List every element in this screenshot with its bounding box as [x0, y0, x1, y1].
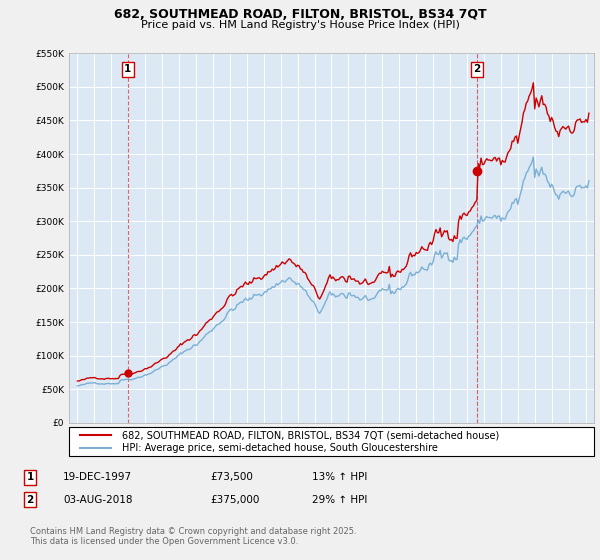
Text: 2: 2 [26, 494, 34, 505]
Text: 1: 1 [26, 472, 34, 482]
Text: 2: 2 [473, 64, 481, 74]
Text: 03-AUG-2018: 03-AUG-2018 [63, 494, 133, 505]
Text: 13% ↑ HPI: 13% ↑ HPI [312, 472, 367, 482]
Text: Contains HM Land Registry data © Crown copyright and database right 2025.
This d: Contains HM Land Registry data © Crown c… [30, 526, 356, 546]
Text: Price paid vs. HM Land Registry's House Price Index (HPI): Price paid vs. HM Land Registry's House … [140, 20, 460, 30]
Text: £375,000: £375,000 [210, 494, 259, 505]
Text: 19-DEC-1997: 19-DEC-1997 [63, 472, 132, 482]
Text: 1: 1 [124, 64, 131, 74]
Text: 682, SOUTHMEAD ROAD, FILTON, BRISTOL, BS34 7QT (semi-detached house): 682, SOUTHMEAD ROAD, FILTON, BRISTOL, BS… [121, 431, 499, 440]
Text: 29% ↑ HPI: 29% ↑ HPI [312, 494, 367, 505]
Text: HPI: Average price, semi-detached house, South Gloucestershire: HPI: Average price, semi-detached house,… [121, 444, 437, 453]
Text: 682, SOUTHMEAD ROAD, FILTON, BRISTOL, BS34 7QT: 682, SOUTHMEAD ROAD, FILTON, BRISTOL, BS… [113, 8, 487, 21]
FancyBboxPatch shape [69, 427, 594, 456]
Text: £73,500: £73,500 [210, 472, 253, 482]
